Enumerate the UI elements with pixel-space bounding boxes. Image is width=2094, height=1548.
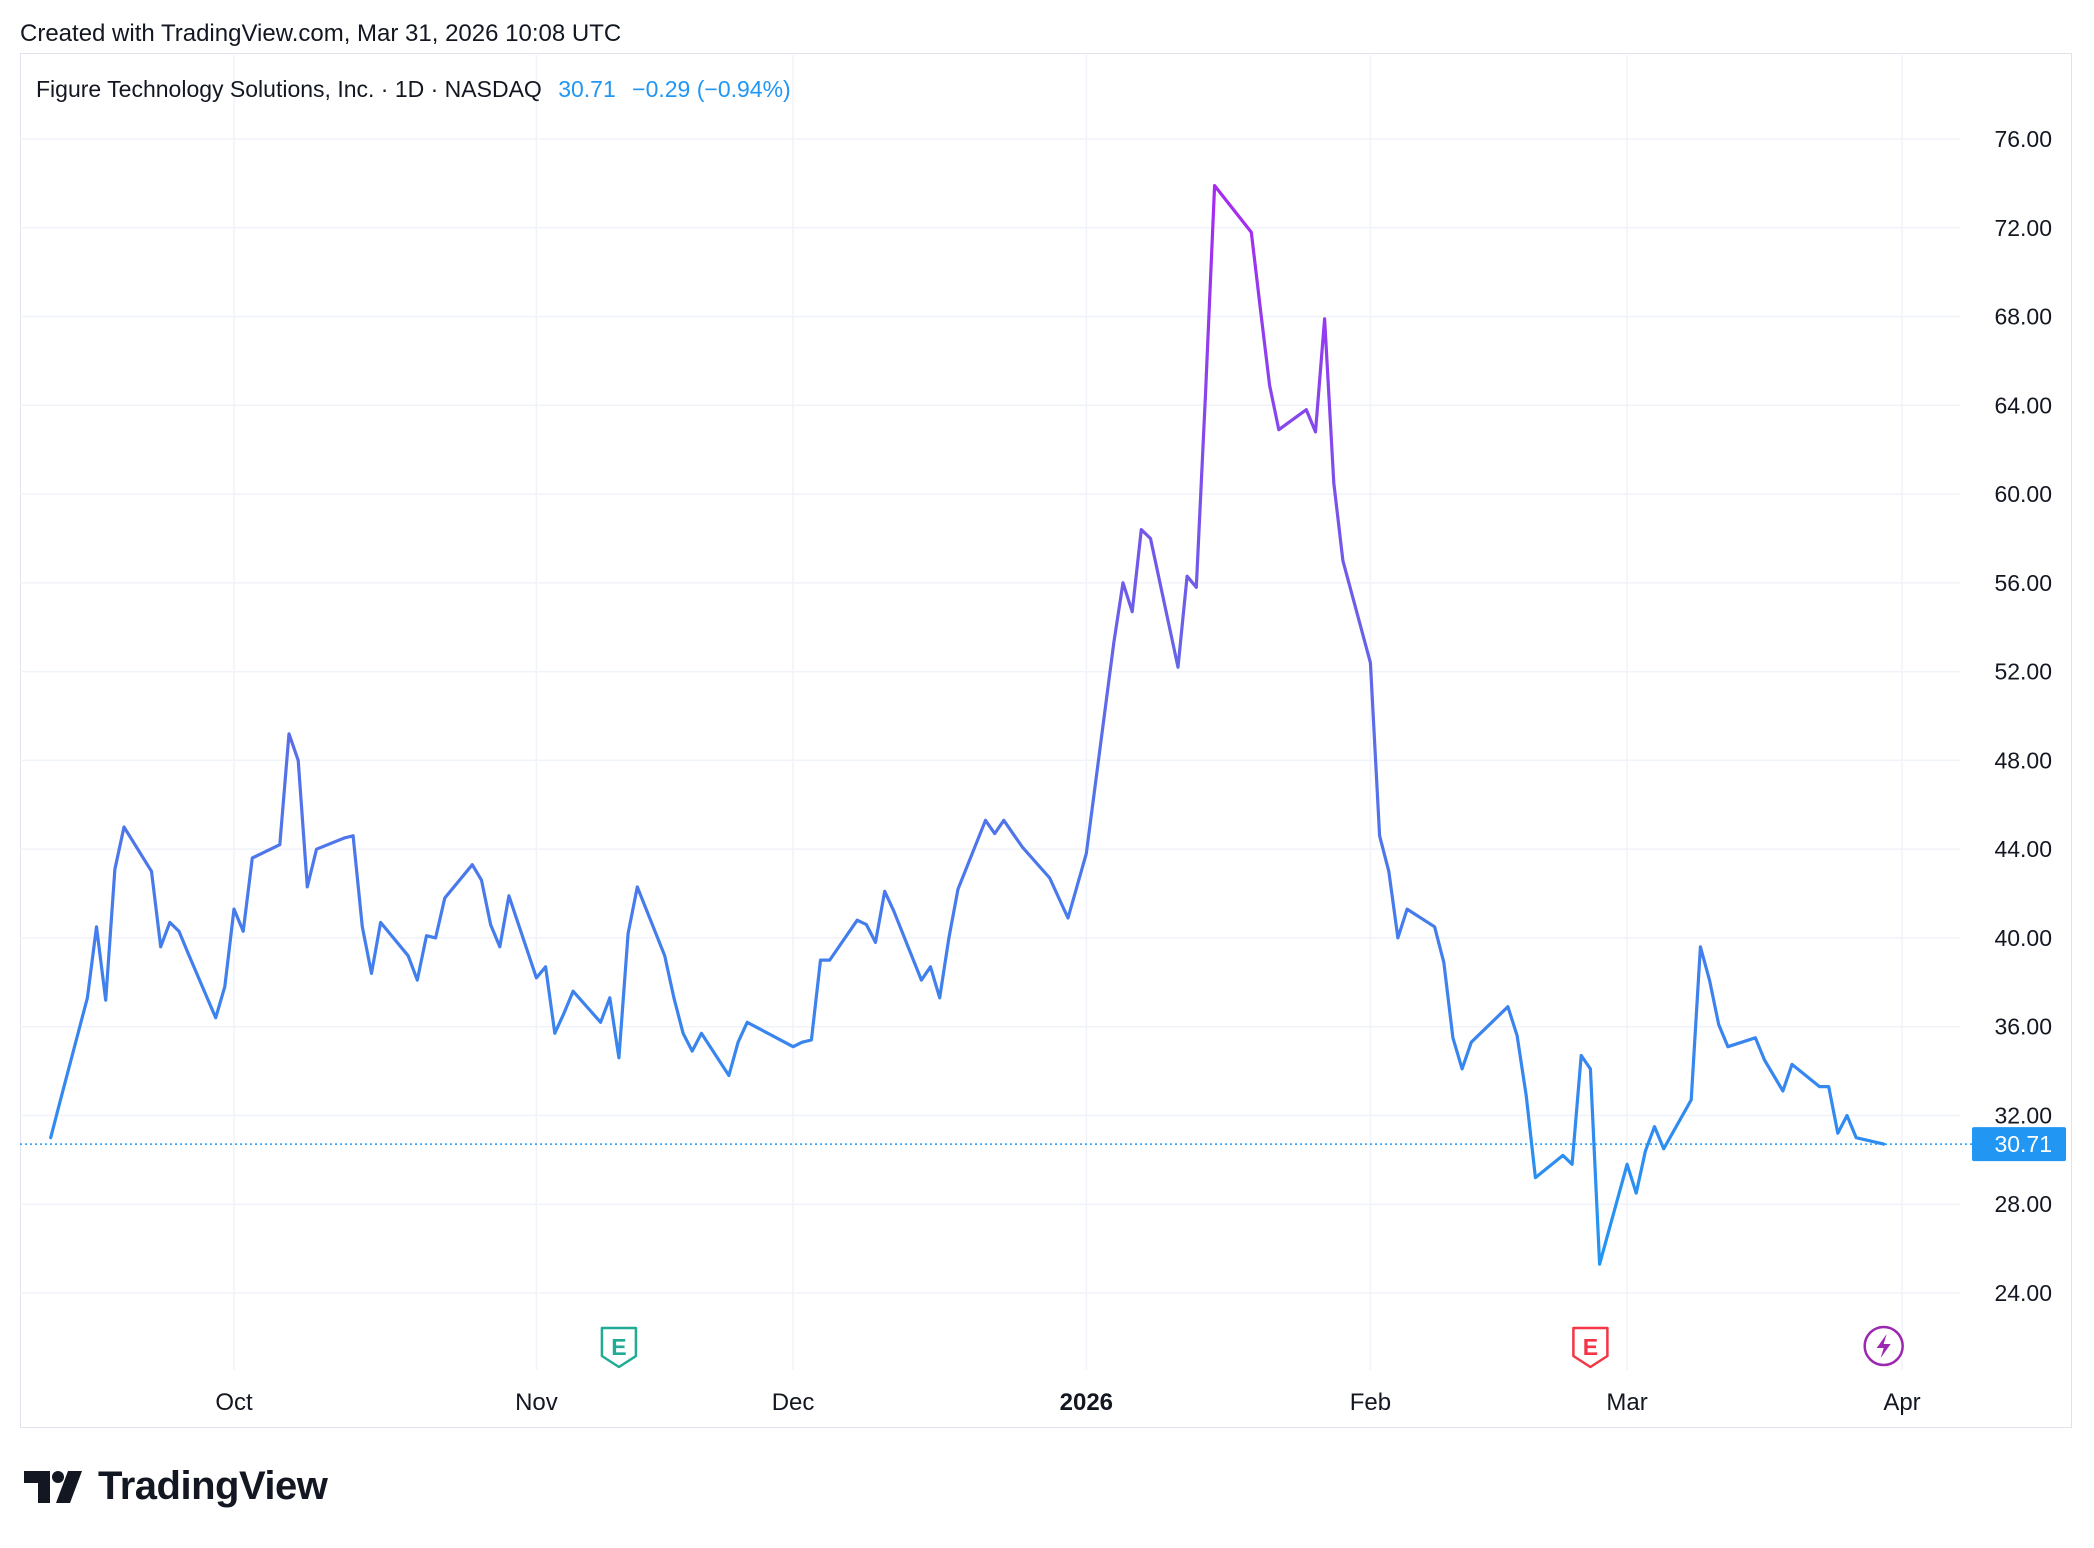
y-tick-label: 60.00 (1994, 481, 2052, 507)
last-price-value: 30.71 (558, 76, 616, 102)
y-tick-label: 68.00 (1994, 304, 2052, 330)
tradingview-logo-icon (24, 1470, 82, 1503)
chart-frame (20, 53, 2072, 1428)
y-tick-label: 76.00 (1994, 126, 2052, 152)
tradingview-logo[interactable]: TradingView (24, 1464, 328, 1509)
grid-lines (20, 55, 1960, 1370)
x-tick-label: Mar (1606, 1389, 1647, 1416)
x-tick-label: Oct (215, 1389, 253, 1416)
y-tick-label: 36.00 (1994, 1014, 2052, 1040)
x-tick-label: Feb (1350, 1389, 1391, 1416)
symbol-legend: Figure Technology Solutions, Inc. · 1D ·… (36, 76, 791, 103)
y-tick-label: 28.00 (1994, 1191, 2052, 1217)
x-tick-label: Dec (772, 1389, 815, 1416)
x-tick-label: 2026 (1060, 1389, 1113, 1416)
symbol-name: Figure Technology Solutions, Inc. · 1D ·… (36, 76, 542, 102)
y-tick-label: 40.00 (1994, 925, 2052, 951)
price-change-value: −0.29 (−0.94%) (632, 76, 791, 102)
last-price-tag-label: 30.71 (1994, 1131, 2052, 1157)
lightning-icon (1876, 1334, 1891, 1358)
earnings-marker-shape (600, 1326, 638, 1369)
created-with-label: Created with TradingView.com, Mar 31, 20… (20, 20, 622, 47)
y-tick-label: 44.00 (1994, 836, 2052, 862)
y-tick-label: 56.00 (1994, 570, 2052, 596)
y-axis: 24.00 28.00 32.00 36.00 40.00 44.00 48.00 52.00… (1994, 126, 2052, 1306)
earnings-marker-label: E (611, 1334, 626, 1360)
price-series (49, 184, 1886, 1266)
y-tick-label: 24.00 (1994, 1280, 2052, 1306)
y-tick-label: 64.00 (1994, 392, 2052, 418)
earnings-marker-label: E (1583, 1334, 1598, 1360)
y-tick-label: 32.00 (1994, 1102, 2052, 1128)
x-axis: Oct Nov Dec 2026 Feb Mar Apr (215, 1389, 1920, 1416)
last-price-tag (1972, 1127, 2066, 1162)
earnings-marker[interactable]: E (1572, 1326, 1609, 1369)
x-tick-label: Nov (515, 1389, 558, 1416)
brand-name: TradingView (98, 1464, 328, 1508)
price-line (49, 184, 1886, 1266)
y-tick-label: 48.00 (1994, 747, 2052, 773)
earnings-marker-shape (1572, 1326, 1609, 1369)
y-tick-label: 52.00 (1994, 659, 2052, 685)
earnings-marker[interactable]: E (600, 1326, 638, 1369)
lightning-marker[interactable] (1863, 1325, 1904, 1367)
y-tick-label: 72.00 (1994, 215, 2052, 241)
x-tick-label: Apr (1883, 1389, 1920, 1416)
last-price-marker: 30.71 (20, 1127, 2066, 1162)
